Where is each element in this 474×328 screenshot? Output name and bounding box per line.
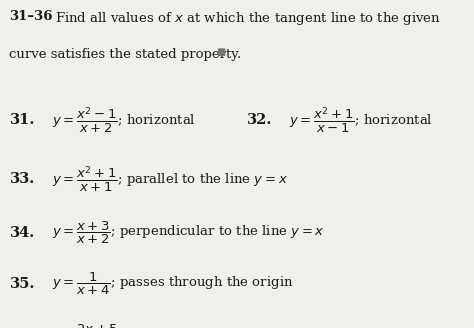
Text: $y = \dfrac{1}{x + 4}$; passes through the origin: $y = \dfrac{1}{x + 4}$; passes through t… (52, 271, 293, 297)
Text: curve satisfies the stated property.: curve satisfies the stated property. (9, 48, 242, 61)
Text: 33.: 33. (9, 172, 35, 186)
Text: 34.: 34. (9, 226, 35, 240)
Text: 35.: 35. (9, 277, 35, 291)
Text: 32.: 32. (246, 113, 272, 127)
Text: 31–36: 31–36 (9, 10, 53, 23)
Text: Find all values of $x$ at which the tangent line to the given: Find all values of $x$ at which the tang… (55, 10, 440, 27)
Text: $y = \dfrac{x^2 + 1}{x + 1}$; parallel to the line $y = x$: $y = \dfrac{x^2 + 1}{x + 1}$; parallel t… (52, 164, 288, 194)
Text: 31.: 31. (9, 113, 35, 127)
Text: $y = \dfrac{2x + 5}{x + 2}$; $y$-intercept 2: $y = \dfrac{2x + 5}{x + 2}$; $y$-interce… (52, 323, 215, 328)
Text: ■: ■ (216, 48, 225, 56)
Text: $y = \dfrac{x^2 + 1}{x - 1}$; horizontal: $y = \dfrac{x^2 + 1}{x - 1}$; horizontal (289, 105, 433, 134)
Text: $y = \dfrac{x^2 - 1}{x + 2}$; horizontal: $y = \dfrac{x^2 - 1}{x + 2}$; horizontal (52, 105, 196, 134)
Text: $y = \dfrac{x + 3}{x + 2}$; perpendicular to the line $y = x$: $y = \dfrac{x + 3}{x + 2}$; perpendicula… (52, 220, 325, 246)
